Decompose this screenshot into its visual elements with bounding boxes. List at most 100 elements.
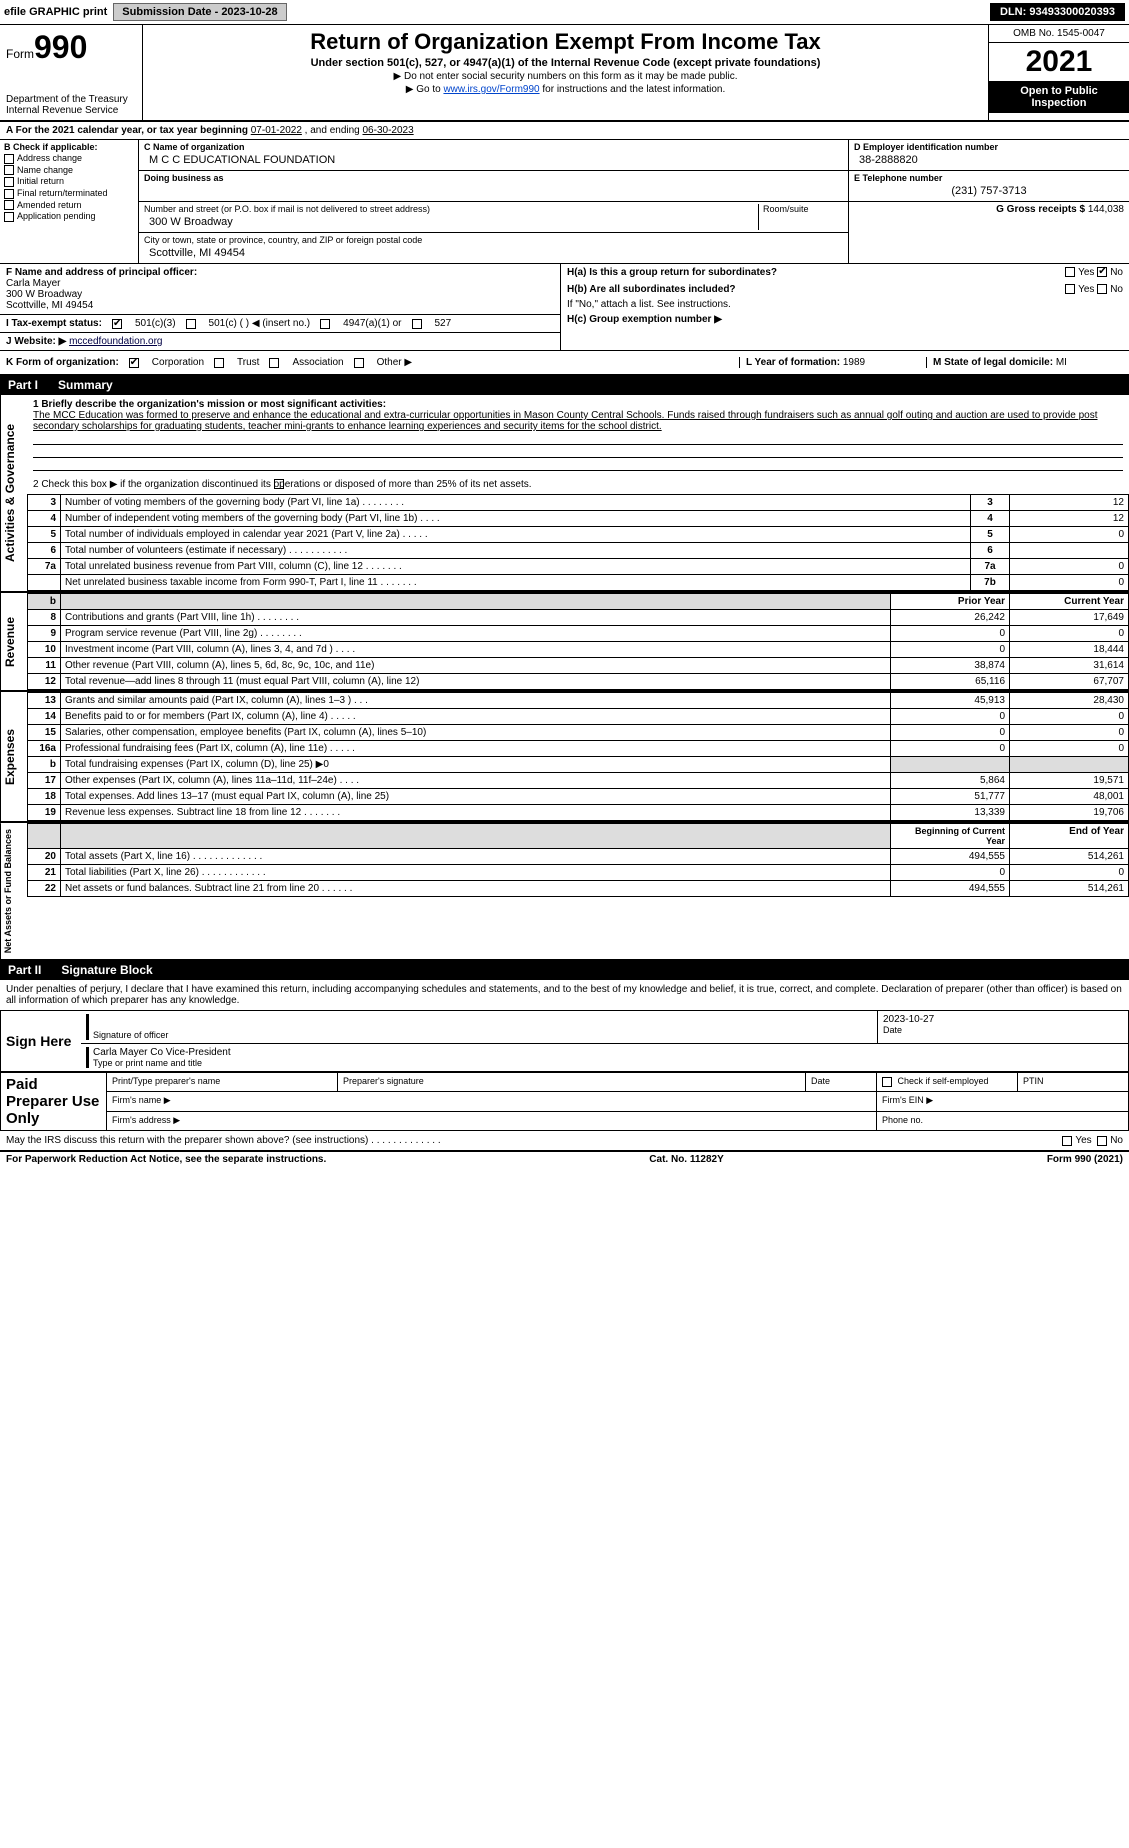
name-title-lbl: Type or print name and title bbox=[93, 1058, 1123, 1068]
firm-addr-lbl: Firm's address ▶ bbox=[107, 1111, 877, 1130]
chk-self-emp[interactable] bbox=[882, 1076, 895, 1086]
dln-label: DLN: 93493300020393 bbox=[990, 3, 1125, 21]
hb-no[interactable] bbox=[1097, 284, 1107, 294]
tax-year: 2021 bbox=[989, 43, 1129, 81]
a-end: 06-30-2023 bbox=[363, 125, 414, 136]
open-to-public: Open to Public Inspection bbox=[989, 81, 1129, 113]
city-lbl: City or town, state or province, country… bbox=[144, 235, 843, 245]
ptin-lbl: PTIN bbox=[1018, 1073, 1129, 1092]
officer-group-block: F Name and address of principal officer:… bbox=[0, 264, 1129, 351]
room-lbl: Room/suite bbox=[763, 204, 843, 214]
f-city: Scottville, MI 49454 bbox=[6, 300, 93, 311]
goto-pre: ▶ Go to bbox=[406, 84, 444, 95]
sign-here-table: Sign Here Signature of officer 2023-10-2… bbox=[0, 1010, 1129, 1072]
q1-lbl: 1 Briefly describe the organization's mi… bbox=[33, 399, 386, 410]
ha-yes[interactable] bbox=[1065, 267, 1075, 277]
may-irs-yes[interactable] bbox=[1062, 1136, 1072, 1146]
b-chk-name[interactable]: Name change bbox=[4, 165, 134, 176]
k-trust[interactable] bbox=[214, 358, 224, 368]
dba-lbl: Doing business as bbox=[144, 173, 843, 183]
footer-mid: Cat. No. 11282Y bbox=[649, 1154, 723, 1165]
dept-label: Department of the Treasury Internal Reve… bbox=[6, 94, 136, 116]
sign-here-lbl: Sign Here bbox=[1, 1011, 82, 1072]
submission-date-button[interactable]: Submission Date - 2023-10-28 bbox=[113, 3, 286, 21]
g-val: 144,038 bbox=[1088, 204, 1124, 215]
i-lbl: I Tax-exempt status: bbox=[6, 318, 102, 329]
mission-text: The MCC Education was formed to preserve… bbox=[33, 410, 1098, 432]
k-corp[interactable] bbox=[129, 358, 139, 368]
i-opt2: 501(c) ( ) ◀ (insert no.) bbox=[209, 318, 311, 329]
i-501c-check[interactable] bbox=[186, 319, 196, 329]
i-527-check[interactable] bbox=[412, 319, 422, 329]
goto-post: for instructions and the latest informat… bbox=[540, 84, 726, 95]
prep-name-lbl: Print/Type preparer's name bbox=[107, 1073, 338, 1092]
irs-link[interactable]: www.irs.gov/Form990 bbox=[443, 84, 539, 95]
side-expenses: Expenses bbox=[0, 692, 27, 821]
bcy-hdr: Beginning of Current Year bbox=[891, 824, 1010, 849]
b-chk-final[interactable]: Final return/terminated bbox=[4, 188, 134, 199]
side-revenue: Revenue bbox=[0, 593, 27, 690]
i-opt1: 501(c)(3) bbox=[135, 318, 176, 329]
part2-header: Part II Signature Block bbox=[0, 960, 1129, 980]
netassets-table: Beginning of Current Year End of Year 20… bbox=[27, 823, 1129, 897]
part1-num: Part I bbox=[8, 378, 38, 392]
perjury-text: Under penalties of perjury, I declare th… bbox=[0, 980, 1129, 1010]
i-opt3: 4947(a)(1) or bbox=[343, 318, 401, 329]
website-link[interactable]: mccedfoundation.org bbox=[69, 336, 162, 347]
b-label: B Check if applicable: bbox=[4, 142, 134, 152]
i-4947-check[interactable] bbox=[320, 319, 330, 329]
firm-name-lbl: Firm's name ▶ bbox=[107, 1092, 877, 1111]
form-header: Form990 Department of the Treasury Inter… bbox=[0, 25, 1129, 122]
b-chk-pending[interactable]: Application pending bbox=[4, 211, 134, 222]
city-state-zip: Scottville, MI 49454 bbox=[144, 245, 843, 261]
goto-line: ▶ Go to www.irs.gov/Form990 for instruct… bbox=[147, 84, 984, 95]
a-mid: , and ending bbox=[305, 125, 363, 136]
phone-lbl: E Telephone number bbox=[854, 173, 1124, 183]
side-netassets: Net Assets or Fund Balances bbox=[0, 823, 27, 959]
ssn-warning: ▶ Do not enter social security numbers o… bbox=[147, 71, 984, 82]
form-number: 990 bbox=[34, 29, 87, 65]
m-val: MI bbox=[1056, 357, 1067, 368]
part2-title: Signature Block bbox=[61, 963, 152, 977]
street-lbl: Number and street (or P.O. box if mail i… bbox=[144, 204, 758, 214]
date-lbl: Date bbox=[883, 1025, 1123, 1035]
phone-val: (231) 757-3713 bbox=[854, 183, 1124, 199]
ein-val: 38-2888820 bbox=[854, 152, 1124, 168]
j-lbl: J Website: ▶ bbox=[6, 336, 66, 347]
form-title: Return of Organization Exempt From Incom… bbox=[147, 29, 984, 55]
part2-num: Part II bbox=[8, 963, 41, 977]
firm-ein-lbl: Firm's EIN ▶ bbox=[877, 1092, 1129, 1111]
officer-name: Carla Mayer Co Vice-President bbox=[93, 1047, 1123, 1058]
i-501c3-check[interactable] bbox=[112, 319, 122, 329]
paid-preparer-table: Paid Preparer Use Only Print/Type prepar… bbox=[0, 1072, 1129, 1131]
current-year-hdr: Current Year bbox=[1010, 594, 1129, 610]
omb-number: OMB No. 1545-0047 bbox=[989, 25, 1129, 43]
hb-lbl: H(b) Are all subordinates included? bbox=[567, 284, 736, 295]
may-irs-lbl: May the IRS discuss this return with the… bbox=[6, 1135, 441, 1146]
form-subtitle: Under section 501(c), 527, or 4947(a)(1)… bbox=[147, 57, 984, 69]
efile-label: efile GRAPHIC print bbox=[4, 6, 107, 18]
street: 300 W Broadway bbox=[144, 214, 758, 230]
governance-table: 3Number of voting members of the governi… bbox=[27, 494, 1129, 591]
k-other[interactable] bbox=[354, 358, 364, 368]
q2-check[interactable] bbox=[274, 479, 284, 489]
prep-date-lbl: Date bbox=[806, 1073, 877, 1092]
c-name-lbl: C Name of organization bbox=[144, 142, 843, 152]
top-bar: efile GRAPHIC print Submission Date - 20… bbox=[0, 0, 1129, 25]
klm-row: K Form of organization: Corporation Trus… bbox=[0, 351, 1129, 375]
ha-no[interactable] bbox=[1097, 267, 1107, 277]
hb2-lbl: If "No," attach a list. See instructions… bbox=[567, 299, 1123, 310]
part1-header: Part I Summary bbox=[0, 375, 1129, 395]
b-chk-initial[interactable]: Initial return bbox=[4, 176, 134, 187]
entity-info-block: B Check if applicable: Address change Na… bbox=[0, 140, 1129, 264]
k-assoc[interactable] bbox=[269, 358, 279, 368]
may-irs-no[interactable] bbox=[1097, 1136, 1107, 1146]
b-chk-amended[interactable]: Amended return bbox=[4, 200, 134, 211]
f-name: Carla Mayer bbox=[6, 278, 60, 289]
hb-yes[interactable] bbox=[1065, 284, 1075, 294]
revenue-table: b Prior Year Current Year 8Contributions… bbox=[27, 593, 1129, 690]
footer: For Paperwork Reduction Act Notice, see … bbox=[0, 1151, 1129, 1167]
a-begin: 07-01-2022 bbox=[251, 125, 302, 136]
a-label: A For the 2021 calendar year, or tax yea… bbox=[6, 125, 251, 136]
b-chk-address[interactable]: Address change bbox=[4, 153, 134, 164]
